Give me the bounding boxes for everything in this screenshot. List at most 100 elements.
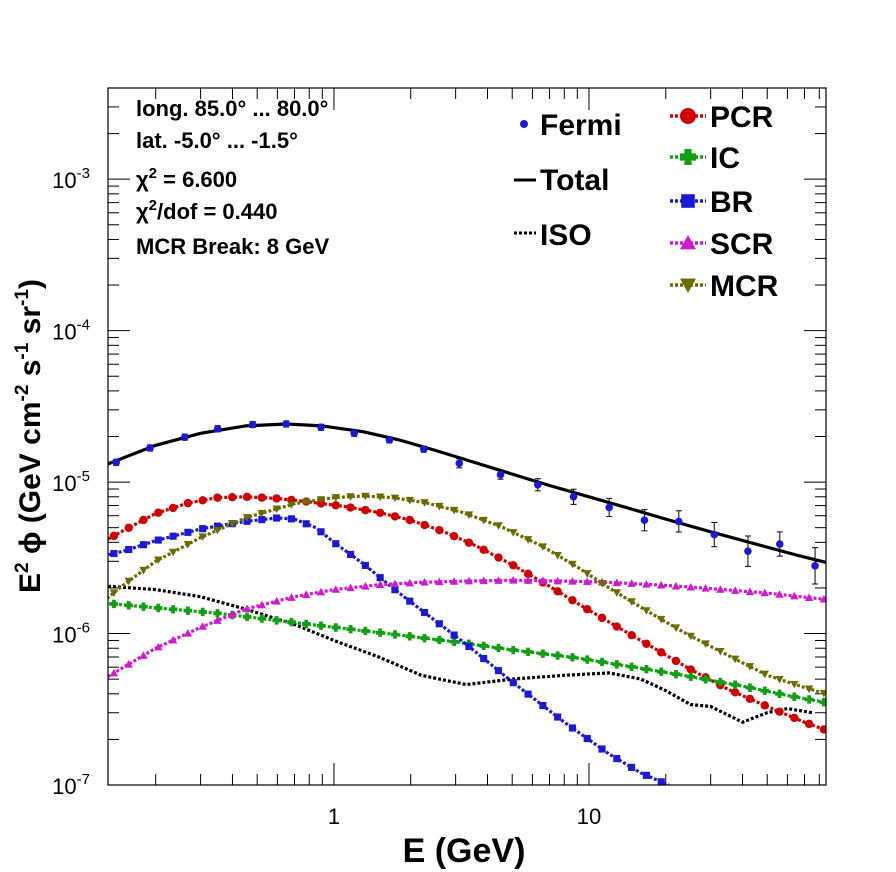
series-ic-marker [612,660,622,669]
fermi-point [248,420,257,429]
series-br-marker [539,702,547,710]
series-ic-marker [479,641,488,651]
series-ic-marker [420,633,429,643]
series-pcr-marker [154,508,163,517]
y-tick-label: 10-7 [52,771,90,799]
legend-pcr: PCR [670,101,774,134]
fermi-marker [534,480,542,489]
fermi-marker [282,420,291,428]
series-br-marker [376,574,384,582]
fermi-marker [710,530,719,539]
fermi-marker [496,470,505,479]
series-pcr-marker [583,604,592,614]
fermi-marker [213,424,222,433]
series-pcr-marker [745,694,755,704]
y-tick-label: 10-3 [52,165,90,193]
series-br-marker [154,536,162,544]
legend-iso: ISO [514,219,592,252]
legend-scr-label: SCR [710,228,774,261]
series-pcr-marker [627,630,636,640]
series-ic-marker [775,689,784,699]
series-scr-marker [361,582,370,590]
y-title-phi: ϕ (GeV cm [14,401,47,562]
fermi-point [811,547,819,585]
series-pcr-marker [228,492,237,502]
series-ic-marker [494,643,503,653]
series-scr-marker [420,577,429,586]
series-scr-marker [701,584,710,592]
series-layer [108,422,826,785]
legend-fermi-marker [520,120,528,128]
series-pcr-marker [775,707,784,716]
legend-scr: SCR [670,228,774,261]
series-mcr-marker [686,632,695,641]
info-chi2-dof: χ2/dof = 0.440 [136,197,277,224]
x-axis-title: E (GeV) [403,832,526,870]
fermi-marker [569,492,578,501]
series-mcr-marker [745,663,755,671]
legend-total: Total [514,164,609,197]
fermi-point [710,521,719,548]
series-mcr-marker [730,655,740,664]
series-br-marker [169,532,177,540]
series-ic-marker [656,667,666,676]
series-pcr-marker [568,596,577,605]
y-tick-label: 10-4 [52,317,90,345]
series-mcr-marker [538,543,548,551]
series-pcr-marker [523,569,533,579]
series-br-marker [435,620,443,628]
series-pcr-marker [198,496,207,505]
series-mcr-marker [760,670,769,679]
series-scr [108,576,826,679]
y-tick-label: 10-6 [52,620,90,648]
series-iso [108,584,813,724]
series-scr-marker [819,594,826,603]
legend-fermi: Fermi [520,109,622,142]
series-br-marker [628,763,636,771]
fermi-marker [775,540,784,548]
fermi-point [385,436,394,444]
legend-scr-marker [680,235,696,250]
series-mcr-marker [139,566,148,575]
series-mcr-marker [405,496,414,505]
series-mcr-marker [272,505,281,514]
legend-mcr-label: MCR [710,270,779,303]
series-scr-marker [656,580,666,589]
series-scr-marker [228,610,237,618]
series-pcr-marker [760,701,769,710]
fermi-marker [146,444,154,452]
fermi-marker [640,516,649,525]
series-scr-marker [686,582,695,591]
series-ic-marker [627,662,636,671]
series-ic-marker [553,651,562,660]
series-total-line [108,422,826,564]
series-pcr-marker [420,520,429,530]
x-tick-label: 10 [577,804,601,829]
series-scr-marker [775,590,784,598]
series-br-marker [657,778,665,785]
series-br-marker [273,514,281,522]
series-br-marker [494,667,503,675]
series-pcr-marker [109,531,119,541]
series-pcr-marker [612,622,622,631]
legend-mcr: MCR [670,270,779,303]
series-br [108,514,670,785]
series-br-marker [568,724,577,732]
series-mcr-marker [124,577,133,586]
y-title-s-exp: -1 [12,342,33,359]
series-ic-marker [671,669,681,679]
series-mcr-marker [361,492,370,501]
series-pcr-marker [819,725,826,734]
series-pcr-marker [390,512,400,521]
series-ic-marker [790,692,799,701]
series-scr-marker [198,622,207,630]
series-br-marker [509,679,517,687]
series-scr-marker [435,577,444,586]
chi2-exponent: 2 [149,165,157,182]
series-scr-marker [523,576,533,584]
series-br-marker [258,516,266,524]
series-scr-marker [494,576,503,584]
legend-pcr-label: PCR [710,101,774,134]
info-chi2: χ2 = 6.600 [136,165,237,192]
